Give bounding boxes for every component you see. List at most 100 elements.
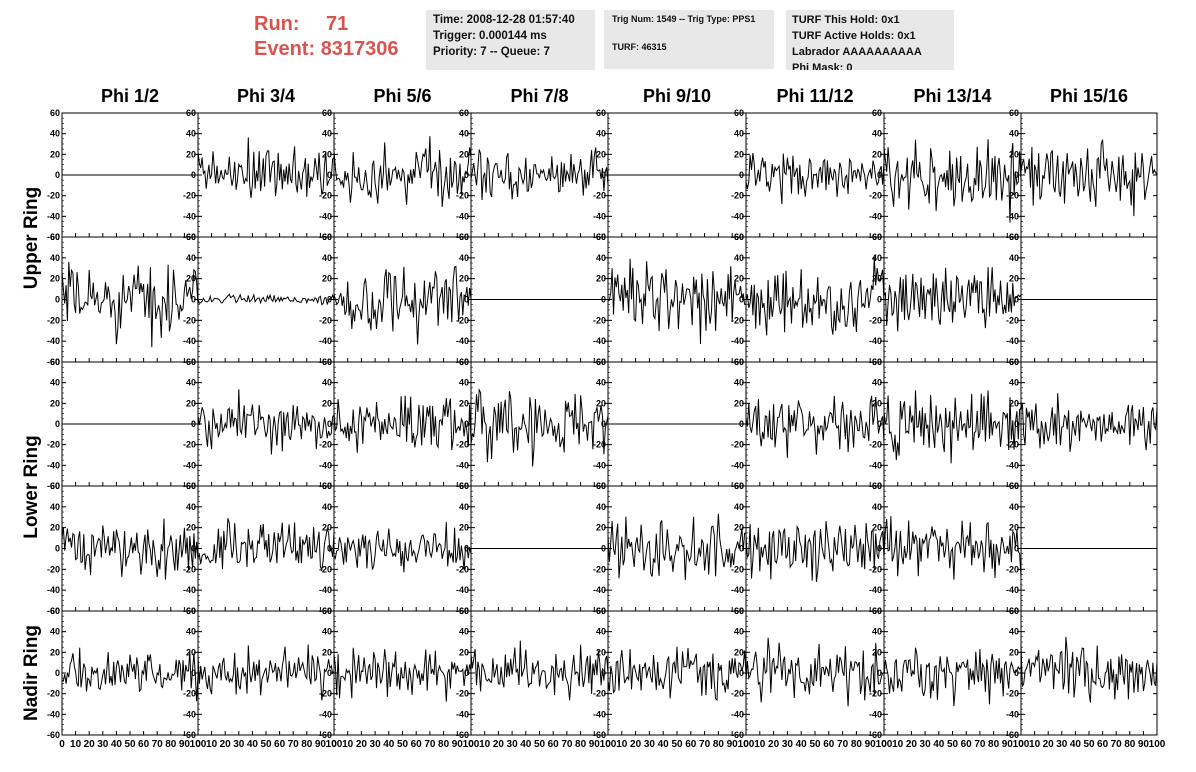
x-tick-label: 60 — [961, 739, 973, 750]
y-tick-label: 20 — [734, 149, 744, 159]
panel-frame — [197, 485, 335, 612]
y-tick-label: 0 — [55, 419, 60, 429]
y-tick-label: 20 — [322, 274, 332, 284]
x-tick-label: 90 — [1138, 739, 1150, 750]
y-tick-label: -20 — [731, 564, 744, 574]
y-tick-label: 0 — [191, 668, 196, 678]
y-tick-label: 20 — [1009, 149, 1019, 159]
x-tick-label: 80 — [713, 739, 725, 750]
x-tick-label: 20 — [768, 739, 780, 750]
waveform-trace — [333, 265, 472, 345]
phi-title-1: Phi 1/2 — [100, 86, 160, 106]
y-tick-label: 40 — [734, 378, 744, 388]
x-tick-label: 90 — [865, 739, 877, 750]
y-tick-label: 40 — [322, 129, 332, 139]
phi-title-8: Phi 15/16 — [1049, 86, 1129, 106]
event-number: Event: 8317306 — [254, 38, 399, 60]
x-tick-label: 90 — [589, 739, 601, 750]
y-tick-label: 60 — [322, 232, 332, 242]
x-tick-label: 20 — [220, 739, 232, 750]
y-tick-label: 20 — [1009, 647, 1019, 657]
x-tick-label: 60 — [138, 739, 150, 750]
y-tick-label: -40 — [593, 709, 606, 719]
y-tick-label: -40 — [319, 585, 332, 595]
waveform-trace — [745, 395, 885, 458]
y-tick-label: -60 — [869, 730, 882, 740]
phi-title-3: Phi 5/6 — [373, 86, 432, 106]
y-tick-label: 40 — [186, 627, 196, 637]
y-tick-label: -20 — [183, 191, 196, 201]
y-tick-label: -40 — [456, 460, 469, 470]
x-tick-label: 30 — [1056, 739, 1068, 750]
waveform-panel-r2-c1: -60 -40 -20 0 20 40 60 — [47, 232, 199, 367]
y-tick-label: -20 — [1006, 315, 1019, 325]
y-tick-label: 0 — [327, 170, 332, 180]
y-tick-label: 40 — [734, 253, 744, 263]
x-tick-label: 20 — [630, 739, 642, 750]
y-tick-label: 40 — [186, 502, 196, 512]
waveform-trace — [333, 522, 472, 573]
y-tick-label: -40 — [47, 709, 60, 719]
x-tick-label: 30 — [97, 739, 109, 750]
y-tick-label: 40 — [596, 502, 606, 512]
y-tick-label: -60 — [47, 730, 60, 740]
x-tick-label: 10 — [479, 739, 491, 750]
y-tick-label: 60 — [50, 357, 60, 367]
y-tick-label: -40 — [319, 709, 332, 719]
y-tick-label: 20 — [186, 398, 196, 408]
y-tick-label: 40 — [50, 502, 60, 512]
y-tick-label: 60 — [50, 108, 60, 118]
y-tick-label: 60 — [734, 108, 744, 118]
y-tick-label: 0 — [1014, 544, 1019, 554]
x-tick-label: 100 — [738, 739, 755, 750]
x-tick-label: 100 — [1149, 739, 1166, 750]
waveform-panel-r1-c1: -60 -40 -20 0 20 40 60 — [47, 108, 199, 242]
y-tick-label: 60 — [186, 357, 196, 367]
x-tick-label: 40 — [383, 739, 395, 750]
y-tick-label: -60 — [47, 232, 60, 242]
y-tick-label: -40 — [456, 709, 469, 719]
y-tick-label: 60 — [459, 481, 469, 491]
waveform-trace — [197, 644, 335, 701]
y-tick-label: 60 — [459, 357, 469, 367]
y-tick-label: 20 — [872, 647, 882, 657]
y-tick-label: 0 — [739, 170, 744, 180]
x-tick-label: 20 — [356, 739, 368, 750]
y-tick-label: -40 — [319, 336, 332, 346]
y-tick-label: 20 — [872, 274, 882, 284]
x-tick-label: 0 — [743, 739, 749, 750]
y-tick-label: 20 — [734, 647, 744, 657]
y-tick-label: 0 — [601, 419, 606, 429]
y-tick-label: -40 — [731, 460, 744, 470]
y-tick-label: 60 — [734, 232, 744, 242]
y-tick-label: 0 — [877, 419, 882, 429]
y-tick-label: 0 — [191, 544, 196, 554]
y-tick-label: -20 — [456, 191, 469, 201]
y-tick-label: 40 — [1009, 253, 1019, 263]
waveform-trace — [1020, 393, 1158, 452]
y-tick-label: 60 — [50, 232, 60, 242]
y-tick-label: 0 — [601, 295, 606, 305]
y-tick-label: 0 — [877, 170, 882, 180]
y-tick-label: -20 — [593, 689, 606, 699]
y-tick-label: -60 — [47, 357, 60, 367]
x-tick-label: 80 — [165, 739, 177, 750]
y-tick-label: 20 — [322, 523, 332, 533]
y-tick-label: 60 — [734, 481, 744, 491]
labrador-text: Labrador AAAAAAAAAA — [792, 46, 922, 58]
y-tick-label: -20 — [869, 440, 882, 450]
x-tick-label: 50 — [1083, 739, 1095, 750]
y-tick-label: -40 — [731, 709, 744, 719]
waveform-trace — [745, 637, 885, 707]
